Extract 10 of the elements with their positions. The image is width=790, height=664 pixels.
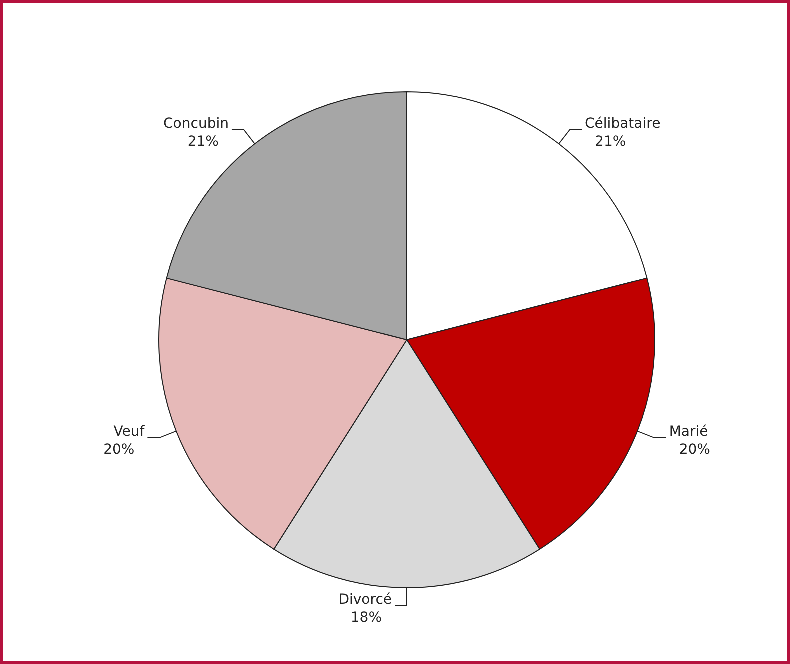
data-label: 21% (595, 134, 626, 150)
data-label: 21% (188, 134, 219, 150)
slice-label: Veuf (114, 424, 146, 440)
data-label: 20% (679, 442, 710, 458)
data-label: 20% (104, 442, 135, 458)
slice-label: Concubin (164, 116, 229, 132)
slice-label: Divorcé (338, 592, 392, 608)
slice-label: Marié (669, 424, 708, 440)
slice-label: Célibataire (585, 116, 661, 132)
data-label: 18% (350, 610, 382, 626)
